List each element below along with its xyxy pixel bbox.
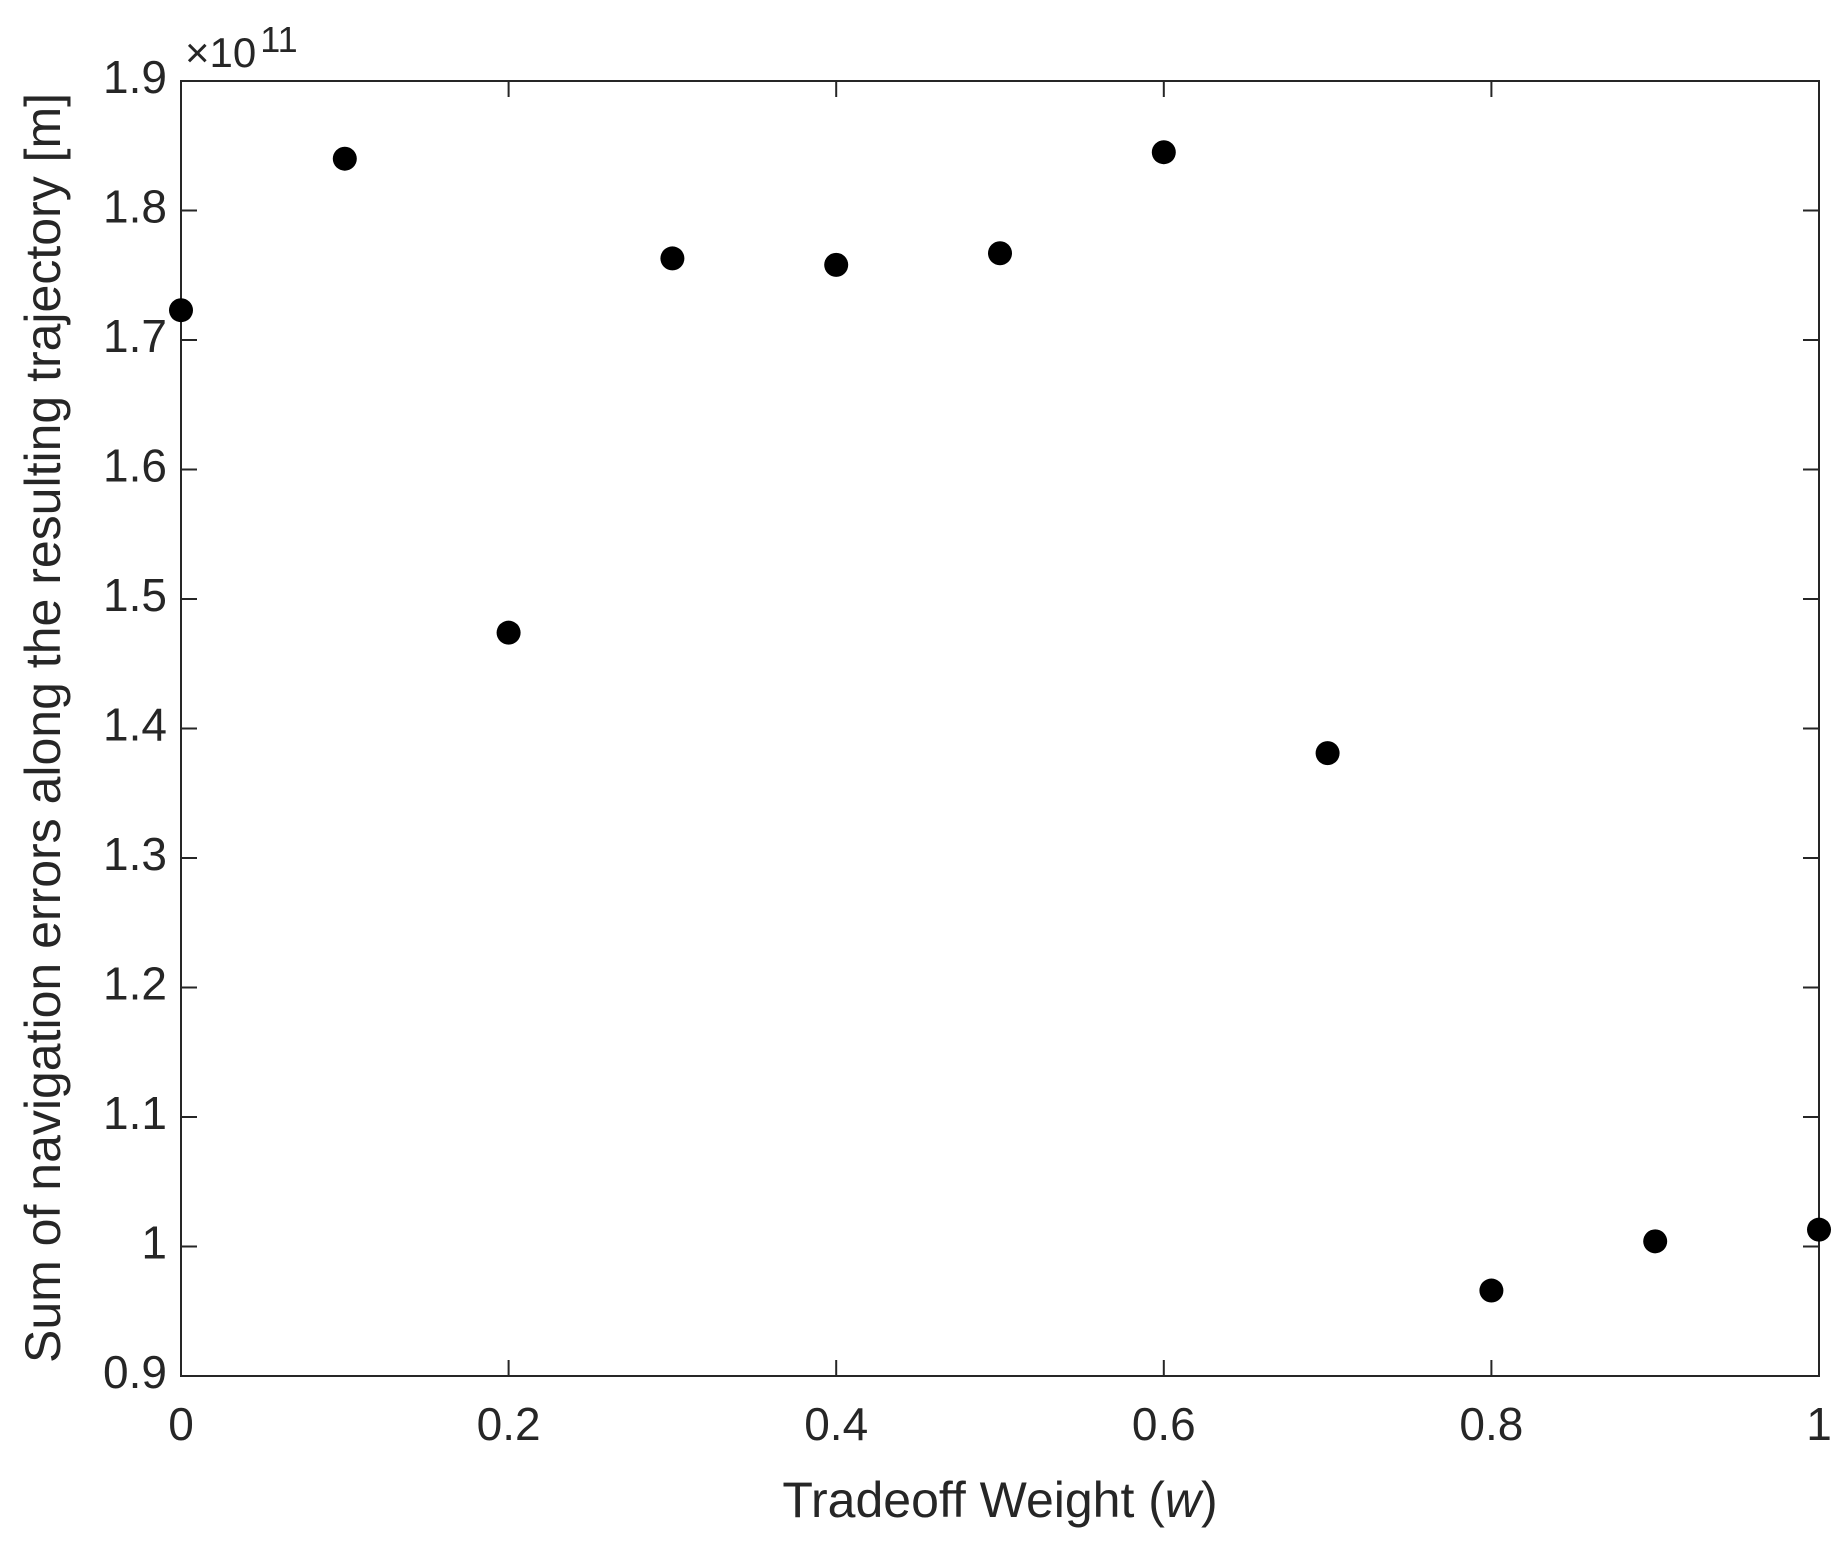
x-tick-label: 0.2: [477, 1398, 541, 1450]
y-tick-label: 1.3: [103, 828, 167, 880]
y-multiplier-base: ×10: [185, 29, 256, 76]
y-tick-label: 0.9: [103, 1346, 167, 1398]
x-label-text: Tradeoff Weight (: [782, 1472, 1165, 1528]
point: [1643, 1229, 1668, 1254]
x-tick-label: 1: [1806, 1398, 1832, 1450]
y-tick-label: 1.1: [103, 1087, 167, 1139]
x-tick-label: 0.6: [1132, 1398, 1196, 1450]
plot-frame: [180, 80, 1820, 1377]
y-tick-label: 1.6: [103, 440, 167, 492]
x-label-var: w: [1165, 1472, 1204, 1528]
y-tick-label: 1.9: [103, 51, 167, 103]
point: [1807, 1217, 1831, 1242]
y-tick-label: 1.5: [103, 569, 167, 621]
y-multiplier: ×10 11: [185, 19, 298, 77]
x-tick-label: 0.4: [804, 1398, 868, 1450]
point: [332, 146, 357, 171]
point: [1151, 140, 1176, 165]
point: [988, 241, 1012, 266]
y-tick-label: 1.2: [103, 958, 167, 1010]
point: [1479, 1278, 1504, 1303]
y-tick-label: 1.4: [103, 699, 167, 751]
x-label-close: ): [1201, 1472, 1218, 1528]
x-axis-label: Tradeoff Weight (w): [782, 1472, 1217, 1528]
y-tick-label: 1: [141, 1217, 167, 1269]
point: [660, 246, 685, 271]
y-tick-label: 1.7: [103, 310, 167, 362]
point: [1315, 741, 1340, 766]
point: [824, 252, 849, 277]
point: [169, 298, 193, 323]
x-tick-label: 0.8: [1459, 1398, 1523, 1450]
y-multiplier-exponent: 11: [260, 19, 297, 60]
y-tick-label: 1.8: [103, 181, 167, 233]
x-tick-label: 0: [168, 1398, 194, 1450]
point: [496, 620, 521, 645]
y-axis-label: Sum of navigation errors along the resul…: [15, 93, 71, 1363]
